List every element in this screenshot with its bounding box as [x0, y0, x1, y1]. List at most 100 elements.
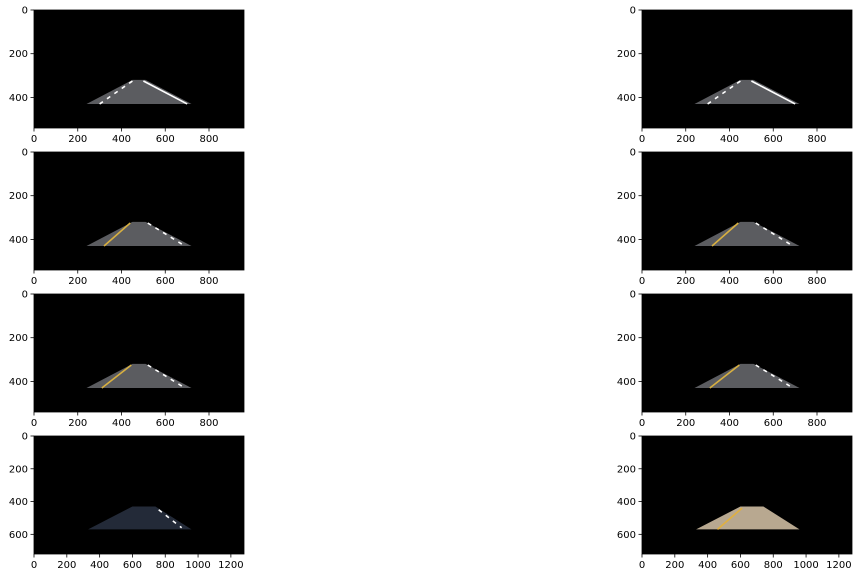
road-region	[88, 506, 192, 530]
x-tick-label: 200	[68, 418, 87, 429]
road-region	[86, 363, 192, 388]
lane-line	[103, 222, 131, 247]
y-tick-label: 200	[9, 464, 28, 475]
subplot-2-1: 0 200 400 600 800 0 200 400	[617, 290, 853, 429]
axes-frame	[641, 151, 853, 271]
subplot-1-0: 0 200 400 600 800 0 200 400	[9, 148, 245, 287]
image-background	[642, 152, 852, 270]
x-tick-label: 400	[720, 418, 739, 429]
y-tick-label: 0	[630, 432, 636, 443]
x-tick-label: 0	[639, 134, 645, 145]
x-tick-label: 600	[731, 560, 750, 571]
x-tick-label: 800	[807, 418, 826, 429]
y-tick-label: 200	[9, 191, 28, 202]
axes-frame	[641, 9, 853, 129]
lane-line	[709, 364, 740, 389]
y-tick-label: 200	[617, 191, 636, 202]
x-tick-label: 400	[112, 276, 131, 287]
y-tick-label: 0	[630, 6, 636, 17]
x-tick-label: 0	[639, 418, 645, 429]
x-tick-label: 600	[764, 134, 783, 145]
lane-line	[143, 80, 188, 105]
subplot-3-0: 0 200 400 600 800 1000 1200 0 200 400 600	[9, 432, 245, 571]
x-tick-label: 800	[199, 134, 218, 145]
y-tick-label: 0	[22, 432, 28, 443]
lane-line	[147, 364, 186, 389]
y-tick-label: 600	[9, 530, 28, 541]
road-region	[694, 79, 800, 104]
x-tick-label: 600	[764, 418, 783, 429]
y-tick-label: 400	[9, 93, 28, 104]
lane-line	[101, 364, 132, 389]
road-region	[694, 221, 800, 246]
x-tick-label: 1200	[218, 560, 243, 571]
x-tick-label: 0	[639, 276, 645, 287]
y-tick-label: 200	[9, 49, 28, 60]
x-tick-label: 200	[68, 134, 87, 145]
y-tick-label: 400	[9, 377, 28, 388]
x-tick-label: 200	[57, 560, 76, 571]
road-region	[86, 79, 192, 104]
y-tick-label: 200	[617, 464, 636, 475]
axes-frame	[33, 151, 245, 271]
x-tick-label: 0	[31, 560, 37, 571]
x-tick-label: 200	[676, 418, 695, 429]
y-tick-label: 200	[617, 49, 636, 60]
image-background	[642, 294, 852, 412]
subplot-3-1: 0 200 400 600 800 1000 1200 0 200 400 600	[617, 432, 853, 571]
road-region	[86, 221, 192, 246]
image-background	[34, 10, 244, 128]
image-background	[34, 152, 244, 270]
lane-line	[755, 364, 794, 389]
y-tick-label: 0	[630, 290, 636, 301]
x-tick-label: 200	[676, 134, 695, 145]
x-tick-label: 800	[764, 560, 783, 571]
x-tick-label: 600	[156, 134, 175, 145]
x-tick-label: 600	[764, 276, 783, 287]
x-tick-label: 1000	[793, 560, 818, 571]
x-tick-label: 600	[156, 276, 175, 287]
image-background	[34, 436, 244, 554]
y-tick-label: 0	[22, 6, 28, 17]
lane-line	[147, 222, 186, 247]
x-tick-label: 400	[90, 560, 109, 571]
lane-line	[716, 507, 743, 531]
y-tick-label: 0	[22, 290, 28, 301]
x-tick-label: 800	[807, 276, 826, 287]
x-tick-label: 800	[807, 134, 826, 145]
y-tick-label: 400	[617, 93, 636, 104]
x-tick-label: 200	[68, 276, 87, 287]
subplot-2-0: 0 200 400 600 800 0 200 400	[9, 290, 245, 429]
lane-line	[751, 80, 796, 105]
lane-line	[711, 222, 739, 247]
x-tick-label: 200	[665, 560, 684, 571]
y-tick-label: 0	[22, 148, 28, 159]
y-tick-label: 200	[617, 333, 636, 344]
x-tick-label: 400	[720, 276, 739, 287]
image-background	[34, 294, 244, 412]
lane-line	[755, 222, 794, 247]
y-tick-label: 400	[9, 235, 28, 246]
image-background	[642, 10, 852, 128]
x-tick-label: 0	[31, 276, 37, 287]
x-tick-label: 1000	[185, 560, 210, 571]
y-tick-label: 600	[617, 530, 636, 541]
image-background	[642, 436, 852, 554]
road-region	[696, 506, 800, 530]
x-tick-label: 600	[123, 560, 142, 571]
x-tick-label: 400	[698, 560, 717, 571]
subplot-0-0: 0 200 400 600 800 0 200 400	[9, 6, 245, 145]
x-tick-label: 1200	[826, 560, 851, 571]
lane-line	[99, 80, 133, 105]
subplot-1-1: 0 200 400 600 800 0 200 400	[617, 148, 853, 287]
lane-line	[707, 80, 741, 105]
x-tick-label: 400	[112, 134, 131, 145]
subplot-0-1: 0 200 400 600 800 0 200 400	[617, 6, 853, 145]
x-tick-label: 0	[639, 560, 645, 571]
axes-frame	[33, 435, 245, 555]
axes-frame	[641, 435, 853, 555]
y-tick-label: 400	[617, 497, 636, 508]
axes-frame	[33, 293, 245, 413]
road-region	[694, 363, 800, 388]
y-tick-label: 0	[630, 148, 636, 159]
